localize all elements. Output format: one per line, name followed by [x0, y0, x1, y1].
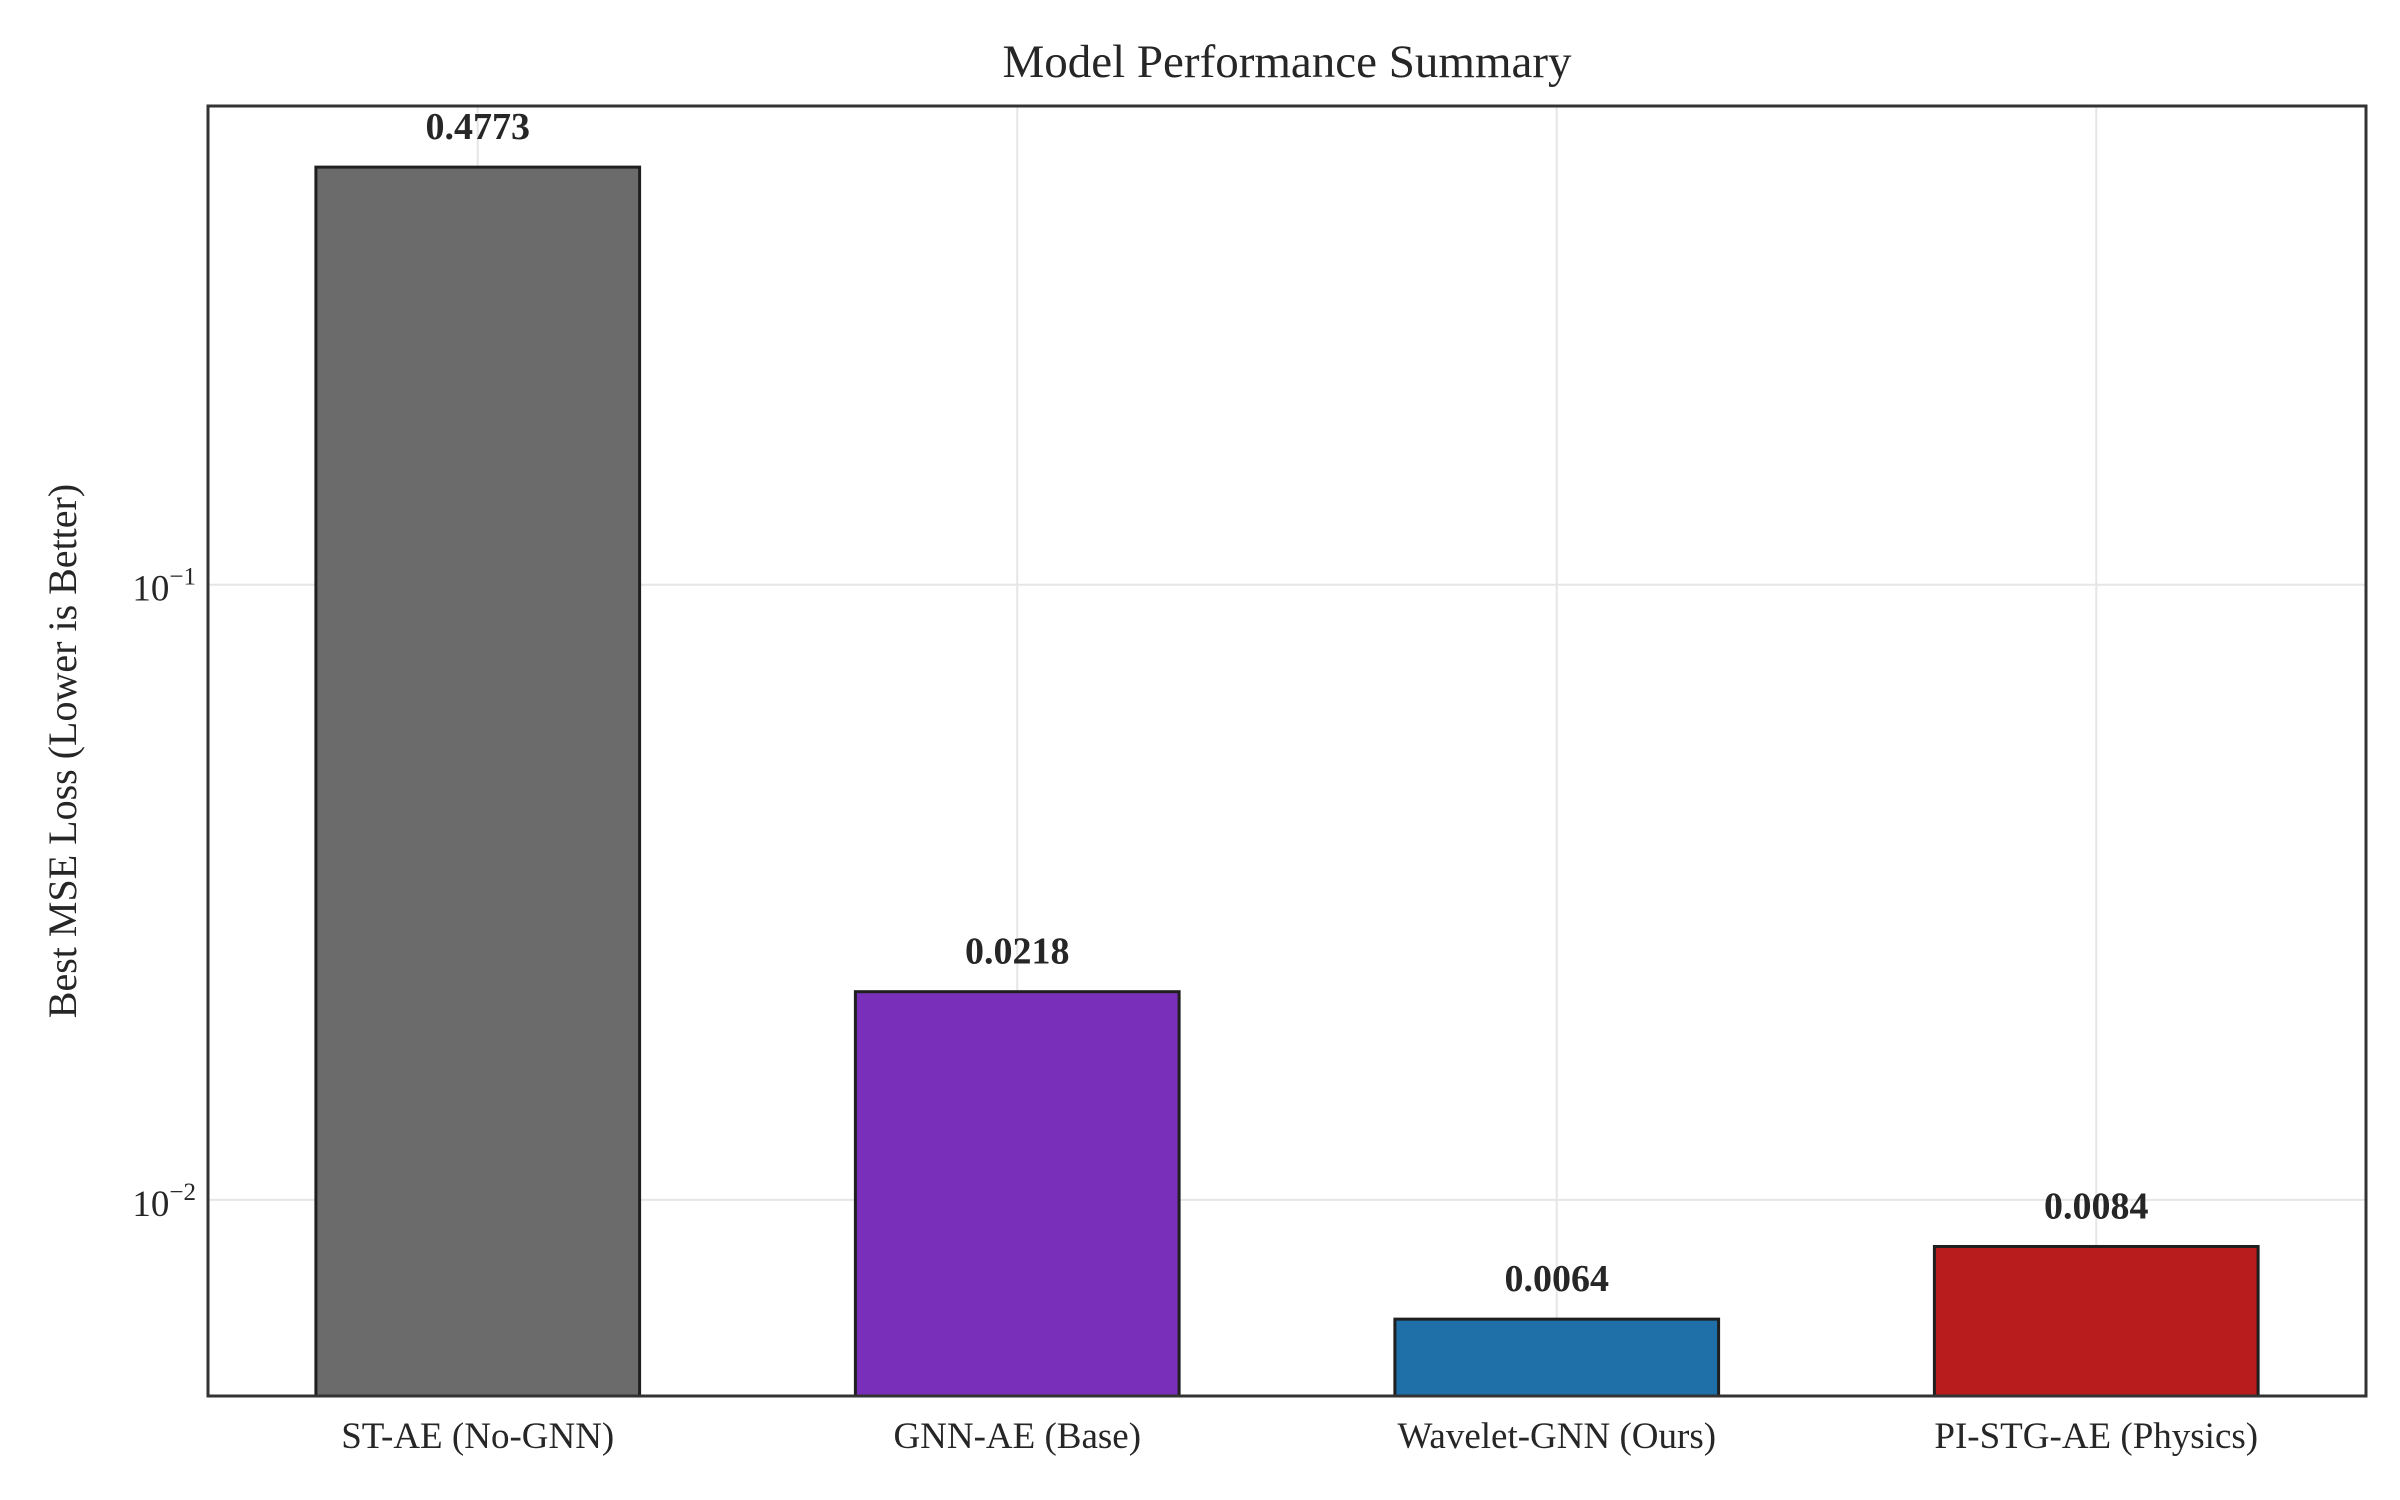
bar — [1932, 1244, 2260, 1398]
plot-frame — [206, 104, 2368, 1398]
y-axis-label: Best MSE Loss (Lower is Better) — [40, 484, 85, 1018]
y-tick-label: 10−1 — [132, 564, 196, 610]
bar — [853, 990, 1181, 1398]
x-tick-label: GNN-AE (Base) — [893, 1416, 1141, 1457]
x-tick-label: Wavelet-GNN (Ours) — [1397, 1416, 1716, 1457]
y-tick-label: 10−2 — [132, 1179, 196, 1225]
x-tick-label: ST-AE (No-GNN) — [341, 1416, 614, 1457]
bar — [1393, 1317, 1721, 1398]
data-labels: 0.4773 0.0218 0.0064 0.0084 — [426, 106, 2149, 1300]
bar — [314, 165, 642, 1398]
bar-value-label: 0.4773 — [426, 106, 531, 148]
bar-value-label: 0.0218 — [965, 931, 1070, 973]
bars — [314, 165, 2260, 1398]
y-axis-tick-labels: 10−1 10−2 — [132, 564, 196, 1225]
bar-value-label: 0.0084 — [2044, 1185, 2149, 1227]
x-tick-label: PI-STG-AE (Physics) — [1934, 1416, 2258, 1457]
x-axis-tick-labels: ST-AE (No-GNN) GNN-AE (Base) Wavelet-GNN (… — [341, 1416, 2258, 1457]
chart-title: Model Performance Summary — [1002, 36, 1572, 88]
bar-value-label: 0.0064 — [1505, 1258, 1610, 1300]
